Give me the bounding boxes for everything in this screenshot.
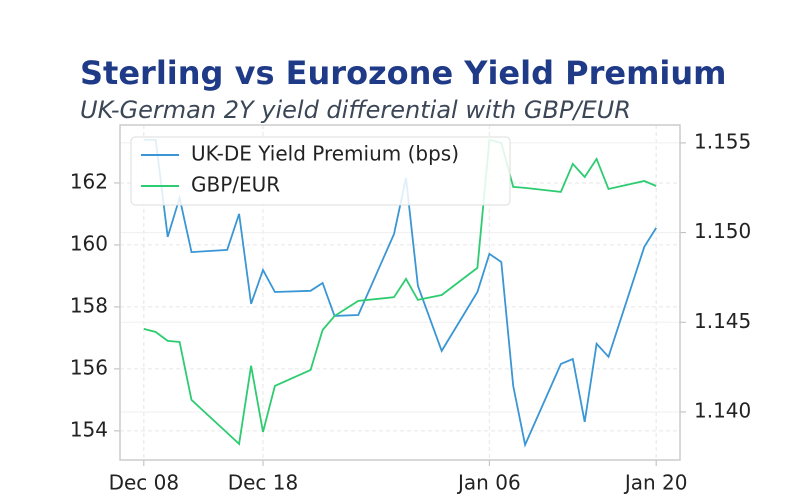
x-tick-label: Jan 20 bbox=[623, 471, 688, 495]
x-tick-label: Dec 08 bbox=[109, 471, 180, 495]
y2-tick-label: 1.145 bbox=[694, 309, 751, 333]
series-line bbox=[143, 139, 657, 448]
chart-subtitle: UK-German 2Y yield differential with GBP… bbox=[80, 96, 631, 124]
x-tick-label: Jan 06 bbox=[456, 471, 521, 495]
series-line bbox=[143, 138, 657, 446]
y-tick-label: 162 bbox=[70, 169, 108, 193]
legend-label: UK-DE Yield Premium (bps) bbox=[191, 142, 459, 166]
y-tick-label: 154 bbox=[70, 417, 108, 441]
y2-tick-label: 1.155 bbox=[694, 129, 751, 153]
y-tick-label: 158 bbox=[70, 293, 108, 317]
y2-tick-label: 1.140 bbox=[694, 398, 751, 422]
x-tick-label: Dec 18 bbox=[228, 471, 299, 495]
y-tick-label: 156 bbox=[70, 355, 108, 379]
legend-box bbox=[130, 136, 511, 206]
chart-title: Sterling vs Eurozone Yield Premium bbox=[80, 54, 727, 92]
legend-label: GBP/EUR bbox=[191, 173, 280, 197]
y2-tick-label: 1.150 bbox=[694, 219, 751, 243]
plot-frame bbox=[119, 124, 681, 461]
y-tick-label: 160 bbox=[70, 231, 108, 255]
